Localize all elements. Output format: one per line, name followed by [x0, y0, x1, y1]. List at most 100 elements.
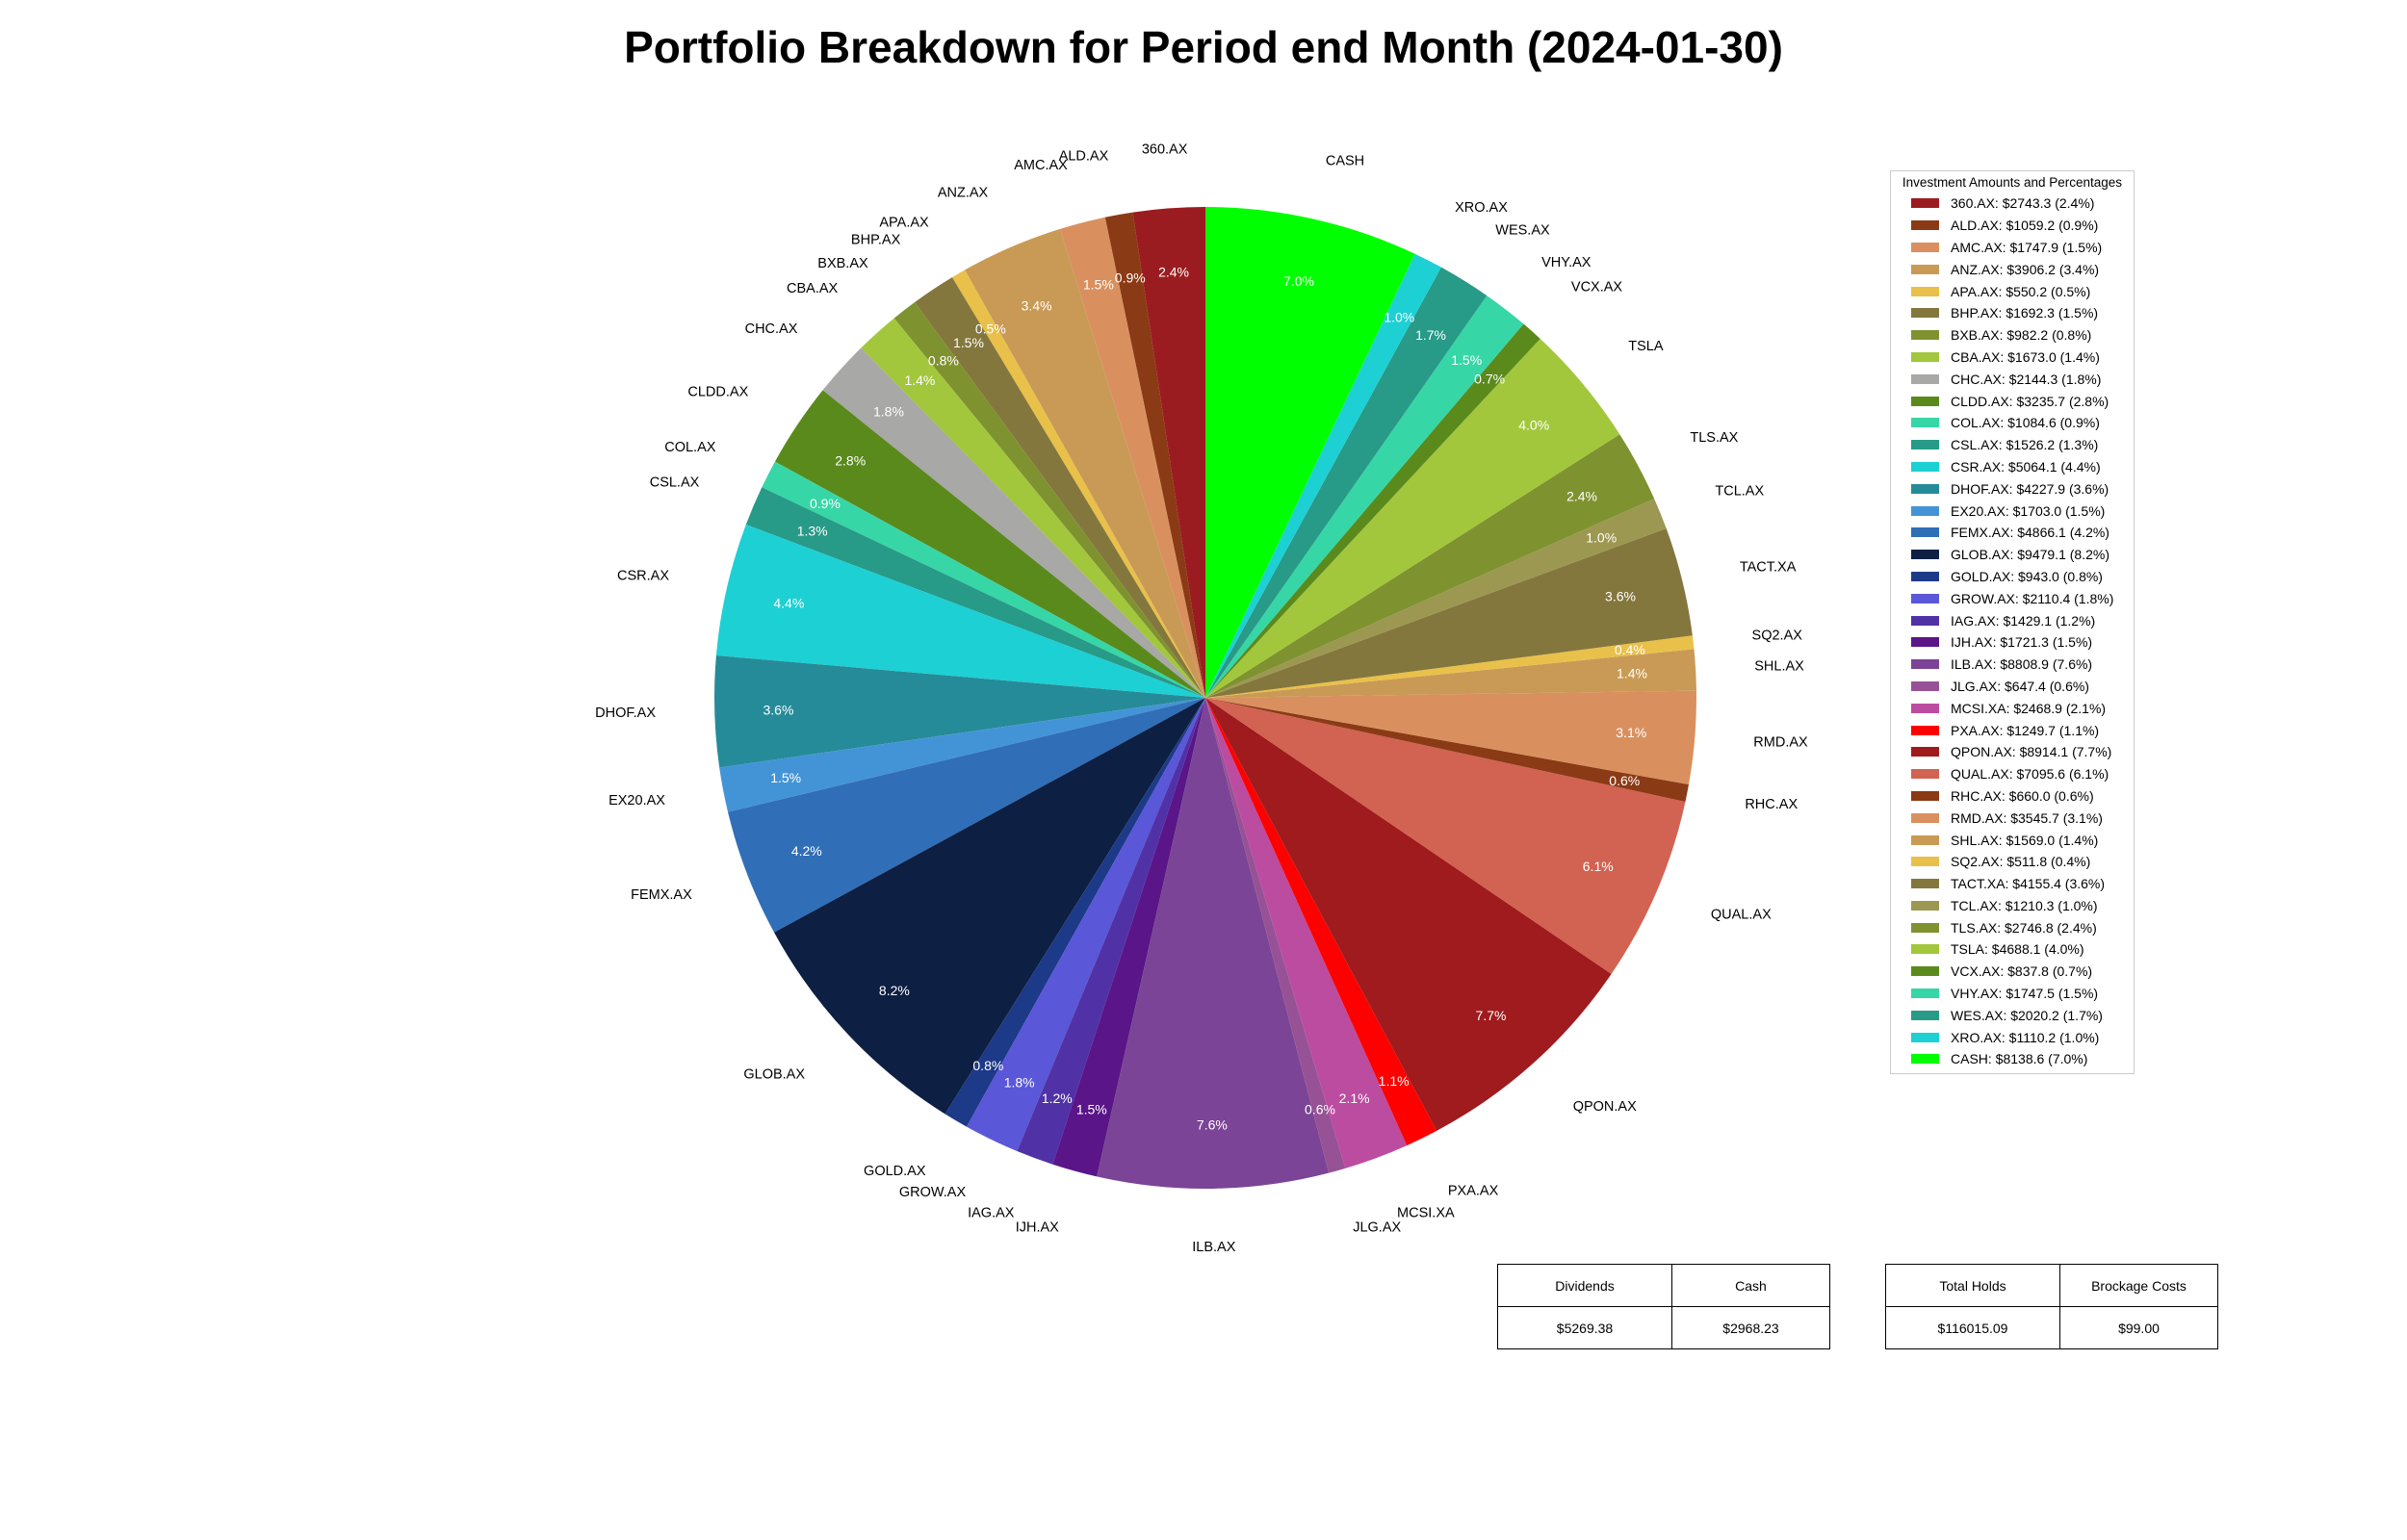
brockage-costs-value: $99.00 — [2059, 1306, 2218, 1349]
legend-label: CSR.AX: $5064.1 (4.4%) — [1951, 458, 2101, 475]
legend-label: RHC.AX: $660.0 (0.6%) — [1951, 787, 2094, 804]
pie-percent-label: 4.4% — [773, 596, 804, 611]
pie-slice-apa-ax — [951, 270, 1205, 698]
pie-slice-tact-xa — [1205, 528, 1693, 698]
legend-item: 360.AX: $2743.3 (2.4%) — [1891, 192, 2134, 215]
pie-percent-label: 2.4% — [1158, 265, 1189, 280]
pie-slice-mcsi-xa — [1205, 698, 1408, 1168]
pie-name-label: IJH.AX — [1016, 1220, 1059, 1236]
legend-label: GOLD.AX: $943.0 (0.8%) — [1951, 568, 2103, 584]
legend-label: PXA.AX: $1249.7 (1.1%) — [1951, 722, 2100, 738]
holds-costs-table: Total Holds Brockage Costs $116015.09 $9… — [1885, 1264, 2218, 1349]
legend-label: MCSI.XA: $2468.9 (2.1%) — [1951, 700, 2107, 716]
cash-header: Cash — [1671, 1264, 1830, 1307]
legend-label: 360.AX: $2743.3 (2.4%) — [1951, 195, 2095, 212]
legend-swatch — [1911, 659, 1939, 670]
legend-item: CBA.AX: $1673.0 (1.4%) — [1891, 346, 2134, 369]
pie-slice-cldd-ax — [774, 390, 1205, 698]
pie-percent-label: 0.9% — [810, 496, 841, 511]
legend-label: TACT.XA: $4155.4 (3.6%) — [1951, 876, 2106, 892]
pie-slice-rhc-ax — [1205, 698, 1689, 802]
legend-item: BHP.AX: $1692.3 (1.5%) — [1891, 302, 2134, 324]
legend-item: ANZ.AX: $3906.2 (3.4%) — [1891, 258, 2134, 280]
pie-slices — [714, 207, 1697, 1189]
pie-percent-label: 7.0% — [1283, 273, 1314, 289]
legend-item: RMD.AX: $3545.7 (3.1%) — [1891, 807, 2134, 829]
pie-percent-label: 3.6% — [764, 702, 794, 717]
legend-swatch — [1911, 418, 1939, 428]
pie-slice-csl-ax — [745, 487, 1205, 698]
legend-swatch — [1911, 1054, 1939, 1065]
legend-swatch — [1911, 483, 1939, 494]
legend-label: CLDD.AX: $3235.7 (2.8%) — [1951, 393, 2109, 409]
legend-swatch — [1911, 966, 1939, 977]
pie-percent-label: 3.6% — [1605, 589, 1636, 604]
legend-label: QUAL.AX: $7095.6 (6.1%) — [1951, 766, 2109, 783]
pie-slice-grow-ax — [966, 698, 1205, 1151]
pie-percent-label: 1.1% — [1379, 1073, 1410, 1089]
legend-swatch — [1911, 351, 1939, 362]
pie-slice-xro-ax — [1205, 253, 1441, 698]
legend-item: CASH: $8138.6 (7.0%) — [1891, 1048, 2134, 1070]
pie-percent-labels: 2.4%0.9%1.5%3.4%0.5%1.5%0.8%1.4%1.8%2.8%… — [764, 265, 1647, 1133]
legend-label: AMC.AX: $1747.9 (1.5%) — [1951, 239, 2103, 255]
legend-swatch — [1911, 944, 1939, 955]
pie-name-label: ILB.AX — [1192, 1240, 1235, 1255]
pie-percent-label: 4.2% — [791, 843, 822, 859]
pie-slice-cash — [1205, 207, 1415, 698]
legend-swatch — [1911, 1032, 1939, 1042]
legend-item: GOLD.AX: $943.0 (0.8%) — [1891, 566, 2134, 588]
legend-label: COL.AX: $1084.6 (0.9%) — [1951, 415, 2100, 431]
legend-item: VHY.AX: $1747.5 (1.5%) — [1891, 983, 2134, 1005]
pie-name-label: GOLD.AX — [864, 1164, 926, 1179]
legend-swatch — [1911, 550, 1939, 560]
pie-slice-col-ax — [762, 461, 1205, 698]
legend-label: BXB.AX: $982.2 (0.8%) — [1951, 327, 2092, 344]
legend-swatch — [1911, 593, 1939, 603]
legend-item: XRO.AX: $1110.2 (1.0%) — [1891, 1026, 2134, 1048]
pie-name-label: RMD.AX — [1753, 734, 1808, 750]
legend-item: CSL.AX: $1526.2 (1.3%) — [1891, 434, 2134, 456]
pie-name-label: TLS.AX — [1690, 430, 1738, 446]
legend-title: Investment Amounts and Percentages — [1902, 175, 2123, 190]
legend-label: CBA.AX: $1673.0 (1.4%) — [1951, 348, 2100, 365]
pie-name-label: TACT.XA — [1740, 559, 1797, 575]
legend-label: QPON.AX: $8914.1 (7.7%) — [1951, 744, 2112, 760]
dividends-cash-table: Dividends Cash $5269.38 $2968.23 — [1497, 1264, 1830, 1349]
table-value-row: $116015.09 $99.00 — [1885, 1306, 2218, 1349]
legend-label: ALD.AX: $1059.2 (0.9%) — [1951, 218, 2099, 234]
pie-slice-tsla — [1205, 338, 1620, 698]
chart-title: Portfolio Breakdown for Period end Month… — [624, 22, 1783, 72]
pie-name-label: IAG.AX — [968, 1206, 1015, 1221]
total-holds-header: Total Holds — [1885, 1264, 2060, 1307]
legend-item: TLS.AX: $2746.8 (2.4%) — [1891, 916, 2134, 938]
legend-item: IJH.AX: $1721.3 (1.5%) — [1891, 631, 2134, 654]
pie-slice-ijh-ax — [1052, 698, 1205, 1177]
pie-name-label: SHL.AX — [1754, 658, 1804, 674]
pie-name-label: CSL.AX — [650, 475, 700, 491]
pie-percent-label: 0.8% — [928, 353, 959, 369]
legend-swatch — [1911, 769, 1939, 780]
legend-swatch — [1911, 988, 1939, 999]
legend-swatch — [1911, 286, 1939, 296]
pie-name-label: CSR.AX — [617, 568, 669, 583]
pie-percent-label: 1.5% — [953, 335, 984, 350]
legend-item: PXA.AX: $1249.7 (1.1%) — [1891, 719, 2134, 741]
cash-value: $2968.23 — [1671, 1306, 1830, 1349]
legend-swatch — [1911, 308, 1939, 319]
pie-percent-label: 1.3% — [797, 523, 828, 538]
legend-swatch — [1911, 220, 1939, 231]
legend-label: CSL.AX: $1526.2 (1.3%) — [1951, 437, 2099, 453]
pie-slice-qpon-ax — [1205, 698, 1612, 1131]
pie-name-label: APA.AX — [879, 215, 929, 230]
brockage-costs-header: Brockage Costs — [2059, 1264, 2218, 1307]
pie-slice-vcx-ax — [1205, 323, 1540, 698]
pie-name-label: EX20.AX — [608, 793, 665, 808]
pie-percent-label: 1.4% — [1617, 666, 1647, 681]
pie-percent-label: 0.6% — [1609, 773, 1640, 788]
legend-swatch — [1911, 264, 1939, 274]
pie-slice-chc-ax — [822, 347, 1205, 698]
legend-item: GROW.AX: $2110.4 (1.8%) — [1891, 587, 2134, 609]
pie-slice-iag-ax — [1017, 698, 1205, 1165]
legend-swatch — [1911, 922, 1939, 933]
